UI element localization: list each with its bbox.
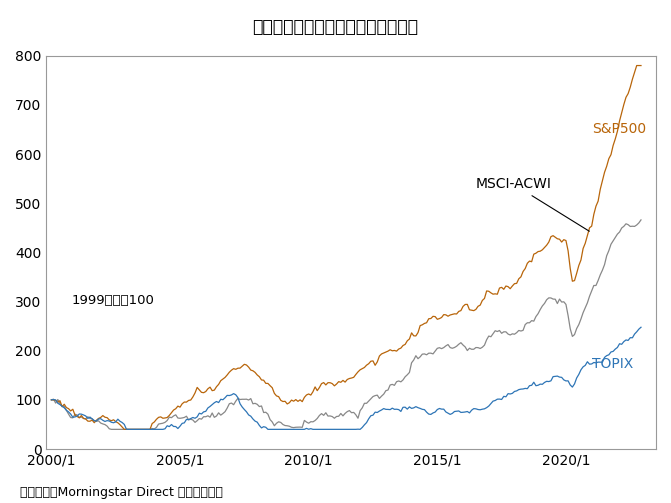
Text: MSCI-ACWI: MSCI-ACWI	[476, 178, 589, 231]
Text: TOPIX: TOPIX	[592, 358, 633, 371]
Text: S&P500: S&P500	[592, 122, 646, 136]
Text: 1999年末＝100: 1999年末＝100	[72, 294, 155, 307]
Text: 》図表２》株価指数は長期上昇した: 》図表２》株価指数は長期上昇した	[252, 18, 419, 36]
Text: （資料）　Morningstar Direct より筆者作成: （資料） Morningstar Direct より筆者作成	[20, 486, 223, 499]
